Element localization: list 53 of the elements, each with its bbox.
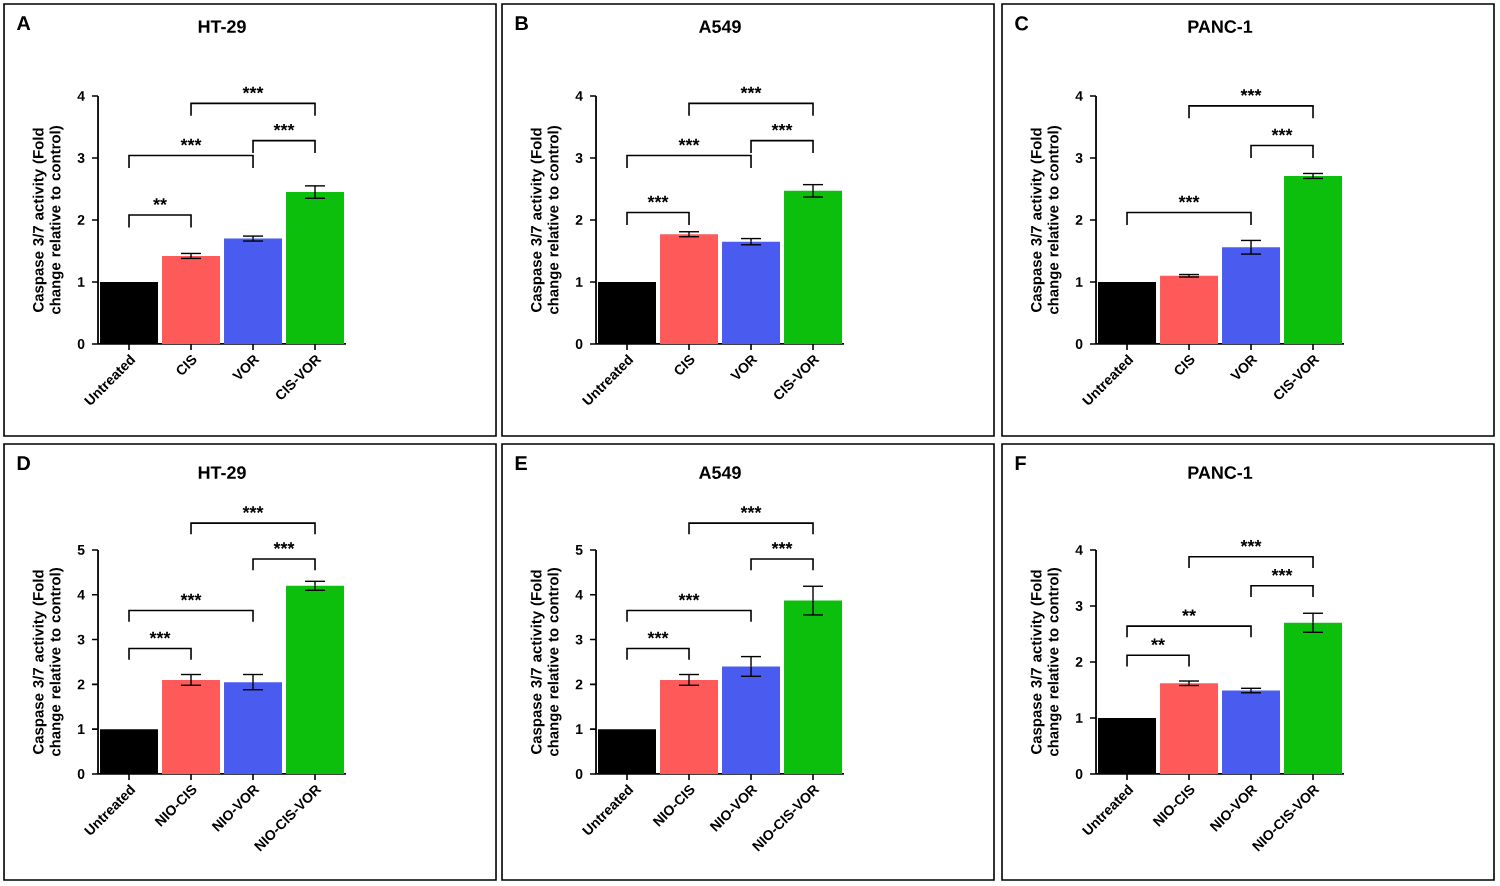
bar <box>162 679 221 774</box>
bar <box>286 585 345 774</box>
bar <box>1160 683 1219 774</box>
annotation: *** <box>678 593 700 601</box>
chart-title: A549 <box>699 466 741 479</box>
text: *** <box>771 542 793 549</box>
text: F <box>1015 456 1026 471</box>
bar <box>1284 175 1343 344</box>
annotation: *** <box>1178 195 1200 203</box>
chart-title: HT-29 <box>198 466 246 479</box>
text: A <box>16 16 31 31</box>
bar <box>224 238 283 344</box>
annotation: *** <box>180 138 202 146</box>
text: *** <box>273 542 295 549</box>
text: B <box>515 16 528 31</box>
bar <box>1160 275 1219 344</box>
chart-title: A549 <box>699 20 741 33</box>
text: *** <box>242 86 264 94</box>
text: *** <box>242 506 264 514</box>
bar <box>722 241 781 344</box>
bar <box>1222 690 1281 774</box>
annotation: *** <box>1271 128 1293 136</box>
annotation: *** <box>149 631 171 639</box>
annotation: *** <box>273 123 295 131</box>
bar <box>162 255 221 344</box>
annotation: *** <box>678 138 700 146</box>
bar <box>660 234 719 344</box>
chart-title: HT-29 <box>198 20 246 33</box>
bar <box>784 190 843 344</box>
annotation: *** <box>647 195 669 203</box>
annotation: *** <box>771 123 793 131</box>
annotation: ** <box>1182 609 1196 617</box>
annotation: *** <box>180 593 202 601</box>
text: E <box>515 456 527 471</box>
bar <box>784 600 843 774</box>
text: D <box>17 456 30 471</box>
text: *** <box>1240 89 1262 96</box>
annotation: *** <box>1271 569 1293 576</box>
text: *** <box>740 506 762 514</box>
chart-title: PANC-1 <box>1188 466 1253 479</box>
text: *** <box>1240 539 1262 547</box>
chart-title: PANC-1 <box>1188 20 1253 33</box>
annotation: ** <box>1151 638 1165 646</box>
bar <box>286 192 345 344</box>
bar <box>722 666 781 774</box>
text: C <box>1015 16 1029 31</box>
annotation: ** <box>153 198 167 205</box>
text: *** <box>740 86 762 94</box>
bar <box>660 679 719 774</box>
bar <box>224 682 283 774</box>
bar <box>1222 247 1281 344</box>
bar <box>1284 622 1343 774</box>
annotation: *** <box>647 631 669 639</box>
